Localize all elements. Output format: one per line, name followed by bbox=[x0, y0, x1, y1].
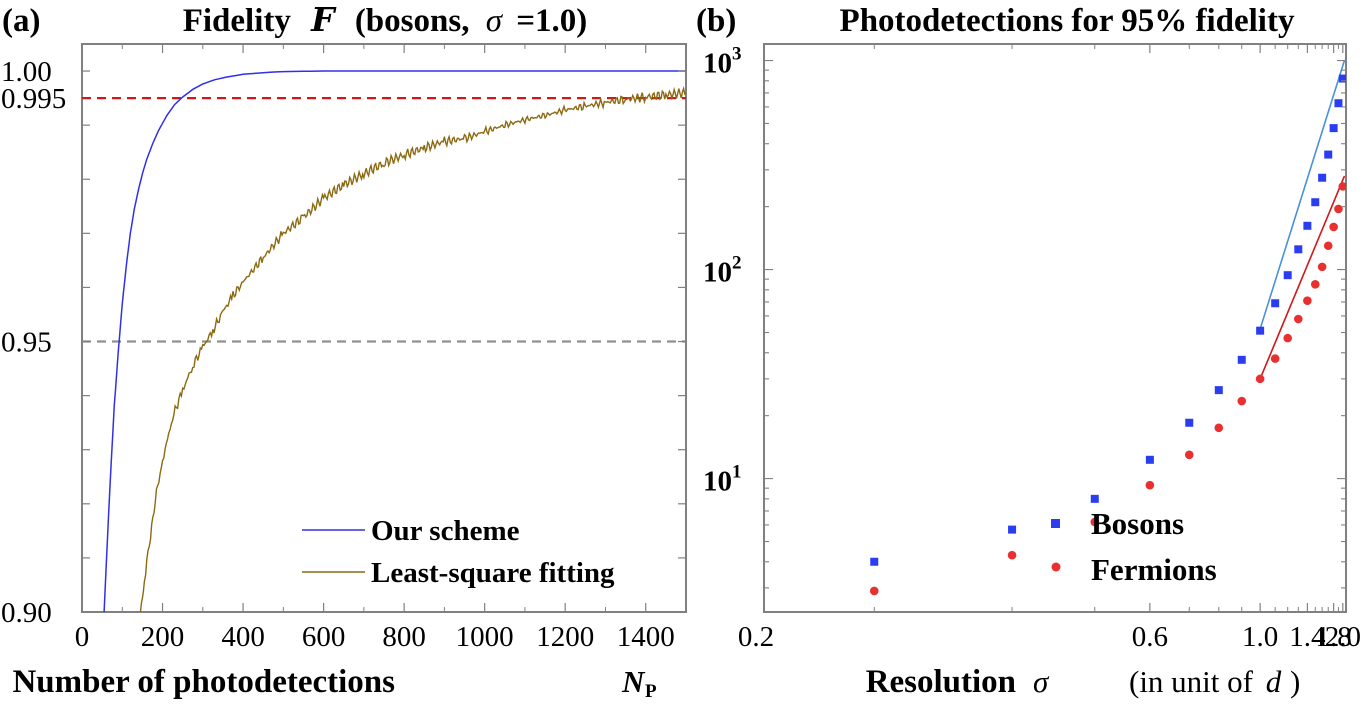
legend-marker-bosons bbox=[1051, 519, 1060, 528]
boson-point bbox=[1294, 245, 1303, 254]
legend-label-least-square: Least-square fitting bbox=[371, 557, 615, 589]
fermion-point bbox=[1270, 354, 1280, 363]
legend-label-bosons: Bosons bbox=[1091, 506, 1184, 541]
panel-b-fit-lines bbox=[1259, 60, 1346, 380]
fermion-point bbox=[1007, 550, 1017, 560]
y-tick-label: 101 bbox=[703, 462, 742, 498]
panel-a-title: Fidelity F (bosons, σ =1.0) bbox=[183, 0, 588, 39]
legend-label-fermions: Fermions bbox=[1091, 552, 1217, 587]
fermion-point bbox=[1310, 280, 1320, 289]
x-tick-label: 1.8 bbox=[1316, 621, 1352, 653]
panel-a-title-sigma: σ bbox=[486, 3, 504, 39]
y-tick-label: 0.995 bbox=[1, 83, 66, 115]
panel-a-legend: Our scheme Least-square fitting bbox=[302, 515, 615, 589]
panel-b-x-axis-unit: (in unit of d ) bbox=[1129, 664, 1300, 699]
boson-point bbox=[1008, 525, 1017, 534]
panel-b-points bbox=[869, 74, 1346, 596]
x-tick-label: 1000 bbox=[456, 621, 514, 653]
boson-point bbox=[1318, 173, 1327, 182]
panel-a-label: (a) bbox=[2, 3, 40, 39]
panel-b-label: (b) bbox=[696, 3, 736, 39]
panel-a-x-axis-subscript: P bbox=[645, 681, 657, 702]
panel-b-x-axis-label: Resolution bbox=[866, 664, 1016, 700]
boson-point bbox=[870, 557, 879, 566]
fermion-point bbox=[1293, 314, 1303, 324]
x-tick-label: 600 bbox=[302, 621, 346, 653]
fermion-point bbox=[1090, 517, 1100, 527]
boson-point bbox=[1271, 299, 1280, 308]
panel-a-series bbox=[103, 70, 686, 612]
fit-line-0 bbox=[1259, 60, 1346, 330]
panel-b: (b) Photodetections for 95% fidelity 0.2… bbox=[696, 3, 1361, 700]
panel-b-legend: Bosons Fermions bbox=[1051, 506, 1217, 587]
panel-b-x-ticks: 0.2 0.6 1.0 1.41.82.0 bbox=[738, 44, 1361, 653]
boson-point bbox=[1311, 198, 1320, 207]
y-tick-label: 1.00 bbox=[1, 56, 52, 88]
fermion-point bbox=[1323, 241, 1333, 251]
x-tick-label: 200 bbox=[141, 621, 185, 653]
x-tick-label: 1400 bbox=[617, 621, 675, 653]
fermion-point bbox=[1214, 423, 1224, 433]
legend-marker-fermions bbox=[1051, 562, 1061, 572]
boson-point bbox=[1338, 74, 1346, 83]
panel-b-y-ticks: 101 102 103 bbox=[703, 44, 1346, 589]
panel-b-x-axis-symbol: σ bbox=[1033, 664, 1050, 699]
panel-a-title-suffix: (bosons, bbox=[355, 3, 470, 39]
panel-a-plot-frame bbox=[81, 43, 687, 613]
fermion-point bbox=[1255, 374, 1265, 384]
fermion-point bbox=[1334, 204, 1343, 214]
x-tick-label: 800 bbox=[382, 621, 426, 653]
boson-point bbox=[1324, 150, 1333, 159]
x-tick-label: 1200 bbox=[536, 621, 594, 653]
x-tick-label: 1.0 bbox=[1242, 621, 1278, 653]
panel-a-title-symbol: F bbox=[310, 0, 337, 39]
boson-point bbox=[1303, 221, 1312, 230]
boson-point bbox=[1145, 455, 1154, 464]
fermion-point bbox=[1237, 396, 1247, 406]
boson-point bbox=[1237, 355, 1246, 364]
panel-a-title-sigma-value: =1.0) bbox=[516, 3, 587, 39]
boson-point bbox=[1334, 99, 1343, 108]
panel-a-x-axis-label: Number of photodetections bbox=[12, 664, 395, 700]
fermion-point bbox=[1338, 182, 1346, 191]
legend-label-our-scheme: Our scheme bbox=[371, 515, 520, 547]
boson-point bbox=[1214, 386, 1223, 395]
panel-a: (a) Fidelity F (bosons, σ =1.0) 0 200 400 6… bbox=[1, 0, 687, 702]
panel-a-x-axis-symbol: N bbox=[621, 664, 646, 699]
y-tick-label: 102 bbox=[703, 253, 742, 289]
fermion-point bbox=[1317, 262, 1327, 272]
y-tick-label: 0.90 bbox=[1, 597, 52, 629]
panel-b-plot-frame bbox=[763, 43, 1347, 613]
fermion-point bbox=[1303, 296, 1312, 305]
boson-point bbox=[1329, 124, 1338, 133]
boson-point bbox=[1185, 418, 1194, 427]
x-tick-label: 0 bbox=[75, 621, 90, 653]
fit-line-1 bbox=[1259, 175, 1346, 380]
panel-b-title: Photodetections for 95% fidelity bbox=[840, 3, 1295, 39]
boson-point bbox=[1256, 326, 1265, 335]
panel-a-x-ticks: 0 200 400 600 800 1000 1200 1400 bbox=[75, 44, 675, 653]
y-tick-label: 0.95 bbox=[1, 327, 52, 359]
x-tick-label: 0.2 bbox=[738, 621, 774, 653]
fermion-point bbox=[1184, 450, 1194, 460]
x-tick-label: 2.0 bbox=[1325, 621, 1361, 653]
x-tick-label: 0.6 bbox=[1132, 621, 1168, 653]
fermion-point bbox=[869, 586, 879, 596]
boson-point bbox=[1090, 494, 1099, 503]
series-line-0 bbox=[103, 70, 686, 612]
fermion-point bbox=[1145, 480, 1155, 490]
fermion-point bbox=[1329, 222, 1338, 232]
boson-point bbox=[1283, 271, 1292, 280]
x-tick-label: 400 bbox=[221, 621, 265, 653]
series-line-1 bbox=[139, 85, 686, 612]
y-tick-label: 103 bbox=[703, 44, 742, 80]
x-tick-label: 1.4 bbox=[1289, 621, 1326, 653]
fermion-point bbox=[1283, 333, 1292, 343]
panel-a-title-prefix: Fidelity bbox=[183, 3, 292, 39]
panel-a-reference-lines bbox=[82, 96, 686, 343]
